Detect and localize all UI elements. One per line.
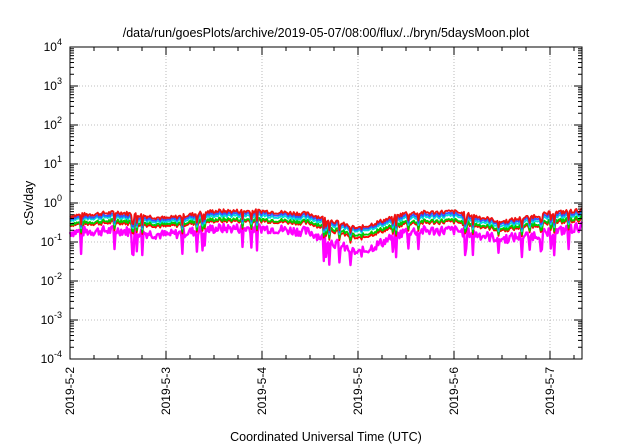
x-tick-label: 2019-5-2 [63,367,77,415]
y-tick-label: 10-3 [41,310,62,327]
grid [70,47,582,359]
y-tick-label: 100 [44,193,62,210]
x-tick-label: 2019-5-3 [159,367,173,415]
series-group [68,207,584,267]
x-tick-label: 2019-5-4 [255,367,269,415]
y-tick-label: 10-4 [41,349,62,366]
y-tick-labels: 10-4 10-3 10-2 10-1 100 101 102 103 104 [41,37,62,366]
y-tick-label: 103 [44,76,62,93]
x-tick-label: 2019-5-7 [543,367,557,415]
ticks [69,46,582,360]
x-axis-label: Coordinated Universal Time (UTC) [230,430,422,444]
y-axis-label: cSv/day [22,180,36,225]
series-line [68,221,584,267]
y-tick-label: 101 [44,154,62,171]
series-line [69,211,583,238]
x-tick-label: 2019-5-5 [351,367,365,415]
x-tick-label: 2019-5-6 [447,367,461,415]
series-line [69,216,583,244]
y-tick-label: 10-1 [41,232,62,249]
y-tick-label: 104 [44,37,62,54]
chart-title: /data/run/goesPlots/archive/2019-05-07/0… [123,26,530,40]
series-line [69,207,583,234]
y-tick-label: 102 [44,115,62,132]
series-line [69,214,583,242]
series-line [69,209,583,236]
y-tick-label: 10-2 [41,271,62,288]
x-tick-labels: 2019-5-2 2019-5-3 2019-5-4 2019-5-5 2019-5-6… [63,367,557,415]
